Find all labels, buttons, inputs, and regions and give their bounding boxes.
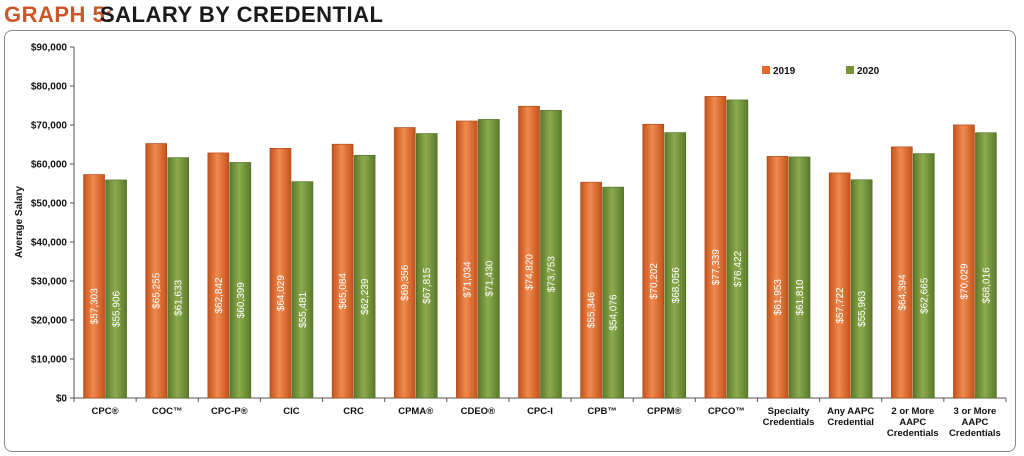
bar-2020 bbox=[975, 132, 997, 399]
bar-2019 bbox=[269, 147, 292, 399]
x-tick-label: 2 or More AAPC Credentials bbox=[887, 406, 939, 439]
bar-2019 bbox=[456, 120, 478, 399]
bars: $57,303 $55,906 $65,255 $61,633 $62,842 $60,3… bbox=[83, 96, 997, 399]
x-tick-label: 3 or More AAPC Credentials bbox=[949, 406, 1001, 439]
x-tick-label: CPCO™ bbox=[708, 406, 745, 417]
bar-2020 bbox=[478, 119, 500, 399]
bar-2020 bbox=[291, 181, 314, 399]
data-label-2020: $55,963 bbox=[857, 290, 868, 327]
bar-2019 bbox=[580, 181, 602, 399]
bar-2020 bbox=[229, 162, 252, 399]
bar-2019 bbox=[953, 124, 975, 399]
data-label-2020: $55,906 bbox=[112, 290, 123, 327]
x-tick-label: CPB™ bbox=[587, 406, 617, 417]
legend-label-2019: 2019 bbox=[773, 66, 796, 77]
bar-2020 bbox=[540, 110, 562, 399]
y-tick-label: $80,000 bbox=[31, 82, 68, 93]
data-label-2020: $76,422 bbox=[733, 250, 744, 287]
axes: $0 $10,000 $20,000 $30,000 $40,000 $50,000 $60… bbox=[31, 43, 1007, 439]
data-label-2020: $60,399 bbox=[236, 282, 247, 319]
data-label-2019: $64,029 bbox=[276, 275, 287, 312]
bar-2019 bbox=[393, 127, 416, 399]
graph-number-label: GRAPH 5: bbox=[4, 2, 114, 27]
y-tick-label: $10,000 bbox=[31, 355, 68, 366]
y-tick-label: $50,000 bbox=[31, 199, 68, 210]
data-label-2019: $64,394 bbox=[897, 274, 908, 311]
data-label-2019: $74,820 bbox=[525, 254, 536, 291]
legend-label-2020: 2020 bbox=[857, 66, 880, 77]
x-tick-label: CIC bbox=[283, 406, 300, 417]
y-tick-label: $20,000 bbox=[31, 316, 68, 327]
data-label-2020: $61,810 bbox=[795, 279, 806, 316]
y-tick-label: $0 bbox=[56, 394, 68, 405]
x-tick-label: CRC bbox=[343, 406, 364, 417]
y-tick-label: $30,000 bbox=[31, 277, 68, 288]
bar-2020 bbox=[415, 133, 438, 399]
x-tick-label: CPC-I bbox=[527, 406, 553, 417]
data-label-2019: $70,202 bbox=[649, 263, 660, 300]
bar-2019 bbox=[145, 143, 167, 399]
y-tick-label: $90,000 bbox=[31, 43, 68, 54]
bar-2020 bbox=[602, 186, 624, 399]
legend-swatch-2019 bbox=[762, 66, 770, 74]
y-axis-label: Average Salary bbox=[14, 186, 25, 258]
data-label-2019: $57,303 bbox=[90, 288, 101, 325]
data-label-2020: $68,056 bbox=[671, 267, 682, 304]
legend-swatch-2020 bbox=[846, 66, 854, 74]
bar-2020 bbox=[788, 156, 811, 399]
data-label-2020: $71,430 bbox=[484, 260, 495, 297]
x-tick-label: COC™ bbox=[152, 406, 183, 417]
data-label-2020: $61,633 bbox=[174, 279, 185, 316]
x-tick-label: Any AAPC Credential bbox=[827, 406, 874, 428]
data-label-2019: $65,084 bbox=[338, 273, 349, 310]
bar-2019 bbox=[890, 146, 913, 399]
data-label-2019: $62,842 bbox=[214, 277, 225, 314]
data-label-2019: $57,722 bbox=[835, 287, 846, 324]
bar-2019 bbox=[207, 152, 230, 399]
bar-2020 bbox=[912, 153, 935, 399]
bar-2020 bbox=[167, 157, 189, 399]
bar-2020 bbox=[353, 154, 376, 399]
bar-2019 bbox=[766, 156, 789, 399]
bar-2020 bbox=[105, 179, 127, 399]
x-tick-label: Specialty Credentials bbox=[763, 406, 815, 428]
bar-2019 bbox=[83, 174, 105, 399]
bar-2020 bbox=[850, 179, 873, 399]
data-label-2019: $77,339 bbox=[711, 249, 722, 286]
data-label-2019: $61,953 bbox=[773, 279, 784, 316]
bar-2020 bbox=[664, 132, 687, 399]
data-label-2020: $67,815 bbox=[422, 267, 433, 304]
data-label-2019: $69,356 bbox=[400, 264, 411, 301]
data-label-2020: $55,481 bbox=[298, 291, 309, 328]
x-tick-label: CPC® bbox=[92, 406, 119, 417]
y-tick-label: $60,000 bbox=[31, 160, 68, 171]
data-label-2019: $65,255 bbox=[152, 272, 163, 309]
x-tick-label: CPMA® bbox=[398, 406, 433, 417]
bar-2019 bbox=[642, 123, 665, 399]
x-tick-label: CPC-P® bbox=[211, 406, 248, 417]
data-label-2019: $70,029 bbox=[959, 263, 970, 300]
bar-2019 bbox=[704, 96, 727, 399]
data-label-2019: $55,346 bbox=[587, 292, 598, 329]
x-tick-label: CDEO® bbox=[461, 406, 495, 417]
x-tick-label: CPPM® bbox=[647, 406, 681, 417]
data-label-2020: $62,239 bbox=[360, 278, 371, 315]
bar-2020 bbox=[726, 99, 749, 399]
y-tick-label: $40,000 bbox=[31, 238, 68, 249]
header: GRAPH 5: SALARY BY CREDENTIAL bbox=[0, 0, 1024, 30]
y-tick-label: $70,000 bbox=[31, 121, 68, 132]
chart-title: SALARY BY CREDENTIAL bbox=[100, 2, 384, 27]
data-label-2020: $73,753 bbox=[547, 256, 558, 293]
legend: 2019 2020 bbox=[762, 66, 880, 77]
data-label-2020: $54,076 bbox=[609, 294, 620, 331]
data-label-2020: $62,665 bbox=[919, 277, 930, 314]
data-label-2020: $68,016 bbox=[981, 267, 992, 304]
bar-2019 bbox=[828, 172, 851, 399]
bar-2019 bbox=[331, 143, 354, 399]
data-label-2019: $71,034 bbox=[462, 261, 473, 298]
bar-2019 bbox=[518, 105, 540, 399]
